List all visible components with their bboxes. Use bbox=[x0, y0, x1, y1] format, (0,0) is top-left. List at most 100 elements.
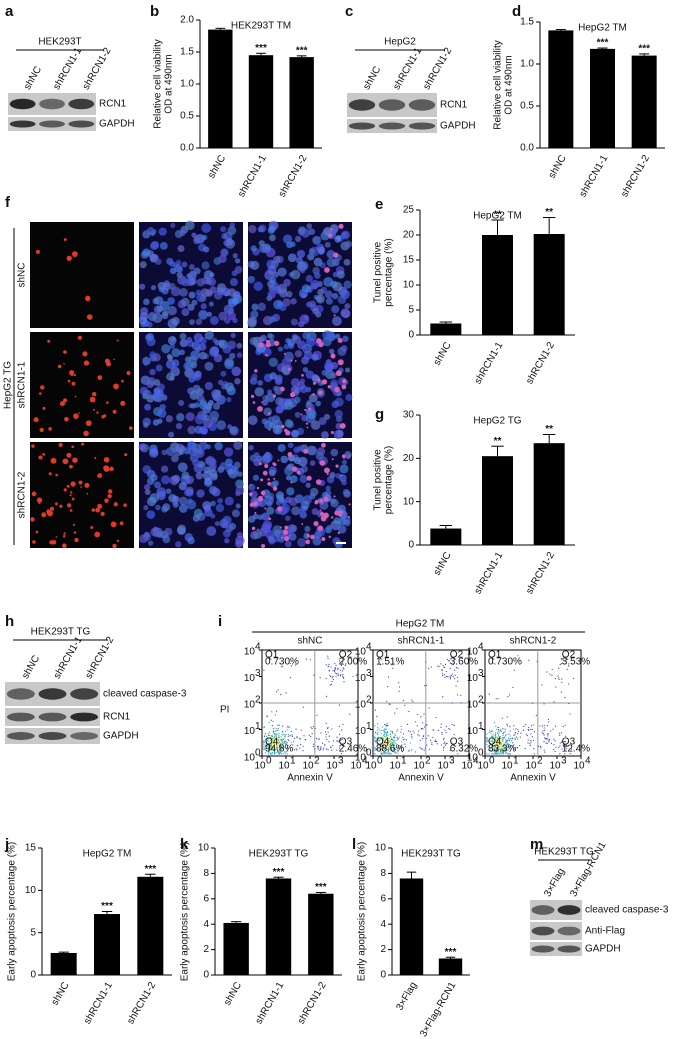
nucleus bbox=[179, 449, 185, 455]
event bbox=[554, 725, 557, 727]
tunel-dot bbox=[260, 490, 266, 496]
event bbox=[264, 726, 266, 728]
nucleus bbox=[218, 339, 228, 349]
event bbox=[499, 748, 501, 751]
event bbox=[272, 742, 275, 745]
event bbox=[378, 728, 380, 730]
event bbox=[545, 737, 547, 739]
band-label: Anti-Flag bbox=[585, 926, 625, 937]
event bbox=[331, 677, 333, 679]
event bbox=[512, 742, 514, 744]
event bbox=[420, 748, 422, 750]
event bbox=[277, 749, 279, 752]
event bbox=[544, 729, 546, 732]
event bbox=[319, 749, 321, 752]
event bbox=[274, 741, 276, 743]
tunel-dot bbox=[69, 464, 73, 469]
event bbox=[489, 730, 491, 732]
event bbox=[418, 730, 420, 732]
tunel-dot bbox=[257, 405, 263, 412]
event bbox=[495, 725, 497, 727]
tunel-dot bbox=[74, 395, 77, 398]
event bbox=[275, 710, 278, 712]
tunel-dot bbox=[317, 378, 321, 382]
tunel-dot bbox=[280, 526, 282, 529]
event bbox=[284, 730, 287, 732]
nucleus bbox=[187, 536, 195, 545]
event bbox=[381, 736, 383, 738]
nucleus bbox=[170, 222, 176, 228]
event bbox=[274, 738, 276, 740]
nucleus bbox=[284, 419, 293, 428]
event bbox=[393, 745, 395, 747]
event bbox=[498, 737, 500, 739]
y-tick-label: 20 bbox=[403, 230, 415, 241]
y-axis-label: Early apoptosis percentage (%) bbox=[7, 842, 18, 982]
event bbox=[385, 724, 387, 726]
nucleus bbox=[290, 241, 296, 248]
event bbox=[567, 665, 570, 667]
event bbox=[303, 735, 305, 737]
nucleus bbox=[208, 301, 214, 307]
y-tick-label: 10 bbox=[403, 280, 415, 291]
event bbox=[392, 747, 395, 749]
event bbox=[448, 660, 450, 662]
event bbox=[374, 749, 376, 752]
event bbox=[495, 733, 497, 735]
event bbox=[277, 729, 279, 732]
nucleus bbox=[305, 370, 315, 379]
event bbox=[527, 739, 529, 741]
event bbox=[501, 741, 503, 743]
event bbox=[391, 664, 393, 666]
tunel-dot bbox=[288, 367, 291, 371]
tunel-dot bbox=[303, 448, 309, 454]
event bbox=[340, 752, 342, 754]
nucleus bbox=[188, 376, 196, 383]
significance-label: ** bbox=[494, 436, 502, 447]
tunel-dot bbox=[38, 502, 41, 505]
event bbox=[268, 731, 271, 733]
event bbox=[453, 734, 455, 736]
nucleus bbox=[213, 257, 222, 265]
event bbox=[388, 747, 390, 749]
event bbox=[404, 704, 406, 707]
chart-title: HEK293T TG bbox=[249, 849, 309, 860]
event bbox=[569, 753, 571, 755]
nucleus bbox=[300, 500, 310, 510]
event bbox=[337, 673, 339, 675]
event bbox=[327, 727, 329, 729]
event bbox=[382, 749, 385, 752]
quadrant-percent: 6.32% bbox=[450, 744, 478, 755]
nucleus bbox=[177, 524, 187, 534]
event bbox=[563, 659, 565, 661]
event bbox=[273, 733, 275, 735]
event bbox=[268, 738, 270, 740]
nucleus bbox=[280, 455, 289, 464]
blot-band bbox=[408, 122, 436, 130]
nucleus bbox=[181, 308, 190, 317]
nucleus bbox=[247, 415, 258, 426]
lane-label: shRCN1-2 bbox=[421, 46, 454, 92]
event bbox=[280, 736, 282, 738]
significance-label: *** bbox=[255, 43, 267, 54]
event bbox=[320, 748, 322, 750]
event bbox=[437, 729, 439, 732]
nucleus bbox=[233, 461, 241, 469]
event bbox=[455, 685, 457, 687]
nucleus bbox=[302, 367, 309, 373]
event bbox=[383, 747, 385, 749]
y-tick-label: 0 bbox=[408, 330, 414, 341]
nucleus bbox=[203, 246, 210, 253]
event bbox=[284, 742, 287, 744]
event bbox=[338, 725, 340, 727]
micrograph bbox=[138, 440, 245, 548]
event bbox=[274, 753, 276, 755]
nucleus bbox=[334, 409, 343, 419]
event bbox=[508, 753, 510, 755]
event bbox=[413, 732, 415, 734]
nucleus bbox=[290, 385, 299, 394]
nucleus bbox=[286, 475, 292, 481]
event bbox=[339, 739, 342, 741]
nucleus bbox=[274, 427, 280, 434]
event bbox=[271, 711, 273, 713]
